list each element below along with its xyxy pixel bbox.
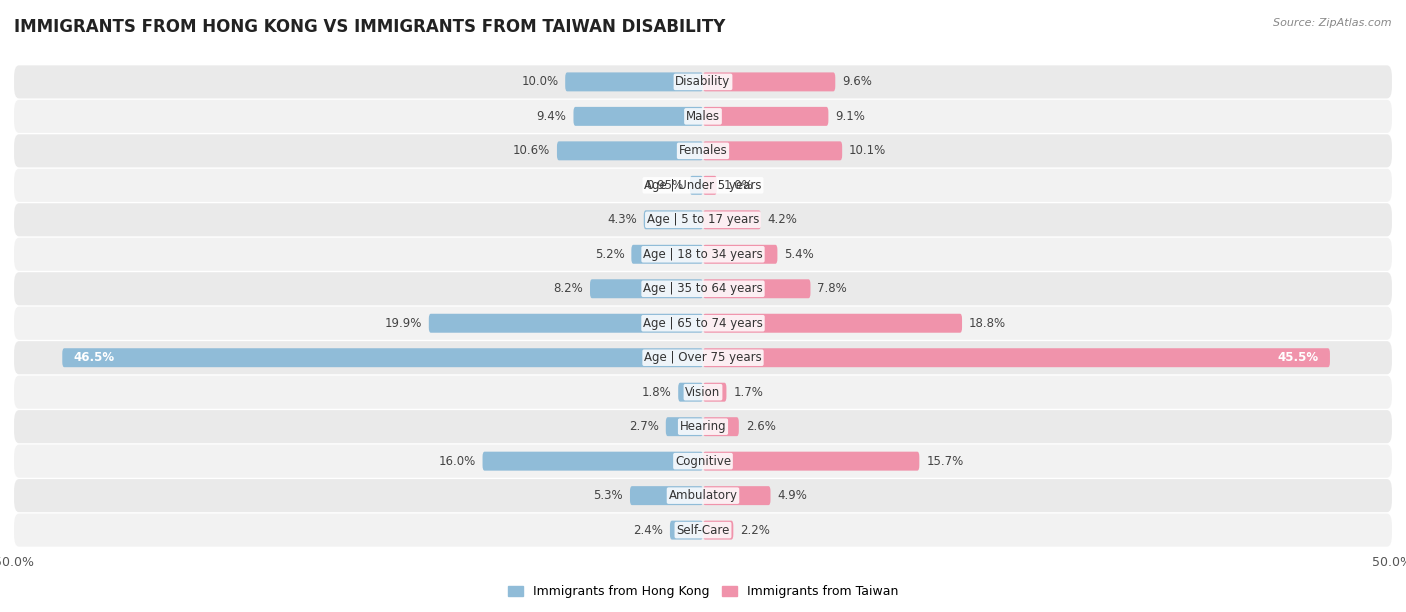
FancyBboxPatch shape	[14, 203, 1392, 236]
Text: Cognitive: Cognitive	[675, 455, 731, 468]
Text: Age | 18 to 34 years: Age | 18 to 34 years	[643, 248, 763, 261]
FancyBboxPatch shape	[429, 314, 703, 333]
Text: Age | 5 to 17 years: Age | 5 to 17 years	[647, 214, 759, 226]
FancyBboxPatch shape	[62, 348, 703, 367]
FancyBboxPatch shape	[669, 521, 703, 540]
FancyBboxPatch shape	[703, 382, 727, 401]
FancyBboxPatch shape	[14, 410, 1392, 443]
Text: 10.0%: 10.0%	[522, 75, 558, 88]
FancyBboxPatch shape	[703, 107, 828, 126]
Text: Hearing: Hearing	[679, 420, 727, 433]
FancyBboxPatch shape	[14, 100, 1392, 133]
FancyBboxPatch shape	[565, 72, 703, 91]
FancyBboxPatch shape	[703, 452, 920, 471]
FancyBboxPatch shape	[14, 341, 1392, 375]
Text: 7.8%: 7.8%	[817, 282, 846, 295]
FancyBboxPatch shape	[703, 348, 1330, 367]
Text: Self-Care: Self-Care	[676, 524, 730, 537]
FancyBboxPatch shape	[591, 279, 703, 298]
Text: 2.4%: 2.4%	[633, 524, 664, 537]
FancyBboxPatch shape	[14, 444, 1392, 478]
Text: 4.9%: 4.9%	[778, 489, 807, 502]
FancyBboxPatch shape	[703, 72, 835, 91]
Legend: Immigrants from Hong Kong, Immigrants from Taiwan: Immigrants from Hong Kong, Immigrants fr…	[503, 580, 903, 603]
Text: 18.8%: 18.8%	[969, 317, 1007, 330]
Text: Source: ZipAtlas.com: Source: ZipAtlas.com	[1274, 18, 1392, 28]
Text: 10.1%: 10.1%	[849, 144, 886, 157]
FancyBboxPatch shape	[14, 134, 1392, 168]
Text: IMMIGRANTS FROM HONG KONG VS IMMIGRANTS FROM TAIWAN DISABILITY: IMMIGRANTS FROM HONG KONG VS IMMIGRANTS …	[14, 18, 725, 36]
Text: 5.4%: 5.4%	[785, 248, 814, 261]
Text: 5.3%: 5.3%	[593, 489, 623, 502]
Text: 10.6%: 10.6%	[513, 144, 550, 157]
Text: 4.3%: 4.3%	[607, 214, 637, 226]
FancyBboxPatch shape	[703, 521, 734, 540]
FancyBboxPatch shape	[703, 314, 962, 333]
Text: Age | Under 5 years: Age | Under 5 years	[644, 179, 762, 192]
Text: 9.4%: 9.4%	[537, 110, 567, 123]
FancyBboxPatch shape	[574, 107, 703, 126]
Text: 1.7%: 1.7%	[734, 386, 763, 398]
Text: Ambulatory: Ambulatory	[668, 489, 738, 502]
FancyBboxPatch shape	[482, 452, 703, 471]
Text: 9.6%: 9.6%	[842, 75, 872, 88]
FancyBboxPatch shape	[703, 141, 842, 160]
FancyBboxPatch shape	[644, 211, 703, 230]
FancyBboxPatch shape	[703, 279, 810, 298]
Text: 46.5%: 46.5%	[73, 351, 114, 364]
Text: Females: Females	[679, 144, 727, 157]
Text: 5.2%: 5.2%	[595, 248, 624, 261]
Text: 8.2%: 8.2%	[554, 282, 583, 295]
Text: 1.0%: 1.0%	[724, 179, 754, 192]
FancyBboxPatch shape	[690, 176, 703, 195]
Text: 45.5%: 45.5%	[1278, 351, 1319, 364]
Text: Vision: Vision	[685, 386, 721, 398]
Text: 16.0%: 16.0%	[439, 455, 475, 468]
FancyBboxPatch shape	[678, 382, 703, 401]
FancyBboxPatch shape	[14, 237, 1392, 271]
FancyBboxPatch shape	[557, 141, 703, 160]
FancyBboxPatch shape	[666, 417, 703, 436]
Text: 4.2%: 4.2%	[768, 214, 797, 226]
FancyBboxPatch shape	[703, 417, 738, 436]
FancyBboxPatch shape	[630, 486, 703, 505]
Text: 0.95%: 0.95%	[645, 179, 683, 192]
Text: 15.7%: 15.7%	[927, 455, 963, 468]
FancyBboxPatch shape	[14, 65, 1392, 99]
FancyBboxPatch shape	[14, 272, 1392, 305]
FancyBboxPatch shape	[631, 245, 703, 264]
Text: Age | 35 to 64 years: Age | 35 to 64 years	[643, 282, 763, 295]
FancyBboxPatch shape	[14, 479, 1392, 512]
FancyBboxPatch shape	[703, 245, 778, 264]
FancyBboxPatch shape	[14, 376, 1392, 409]
Text: 2.2%: 2.2%	[740, 524, 770, 537]
FancyBboxPatch shape	[14, 513, 1392, 547]
Text: 9.1%: 9.1%	[835, 110, 865, 123]
FancyBboxPatch shape	[14, 307, 1392, 340]
Text: 2.6%: 2.6%	[745, 420, 776, 433]
FancyBboxPatch shape	[14, 169, 1392, 202]
Text: 1.8%: 1.8%	[641, 386, 671, 398]
FancyBboxPatch shape	[703, 486, 770, 505]
FancyBboxPatch shape	[703, 176, 717, 195]
Text: 2.7%: 2.7%	[628, 420, 659, 433]
Text: Disability: Disability	[675, 75, 731, 88]
Text: Age | 65 to 74 years: Age | 65 to 74 years	[643, 317, 763, 330]
Text: Age | Over 75 years: Age | Over 75 years	[644, 351, 762, 364]
Text: 19.9%: 19.9%	[384, 317, 422, 330]
FancyBboxPatch shape	[703, 211, 761, 230]
Text: Males: Males	[686, 110, 720, 123]
